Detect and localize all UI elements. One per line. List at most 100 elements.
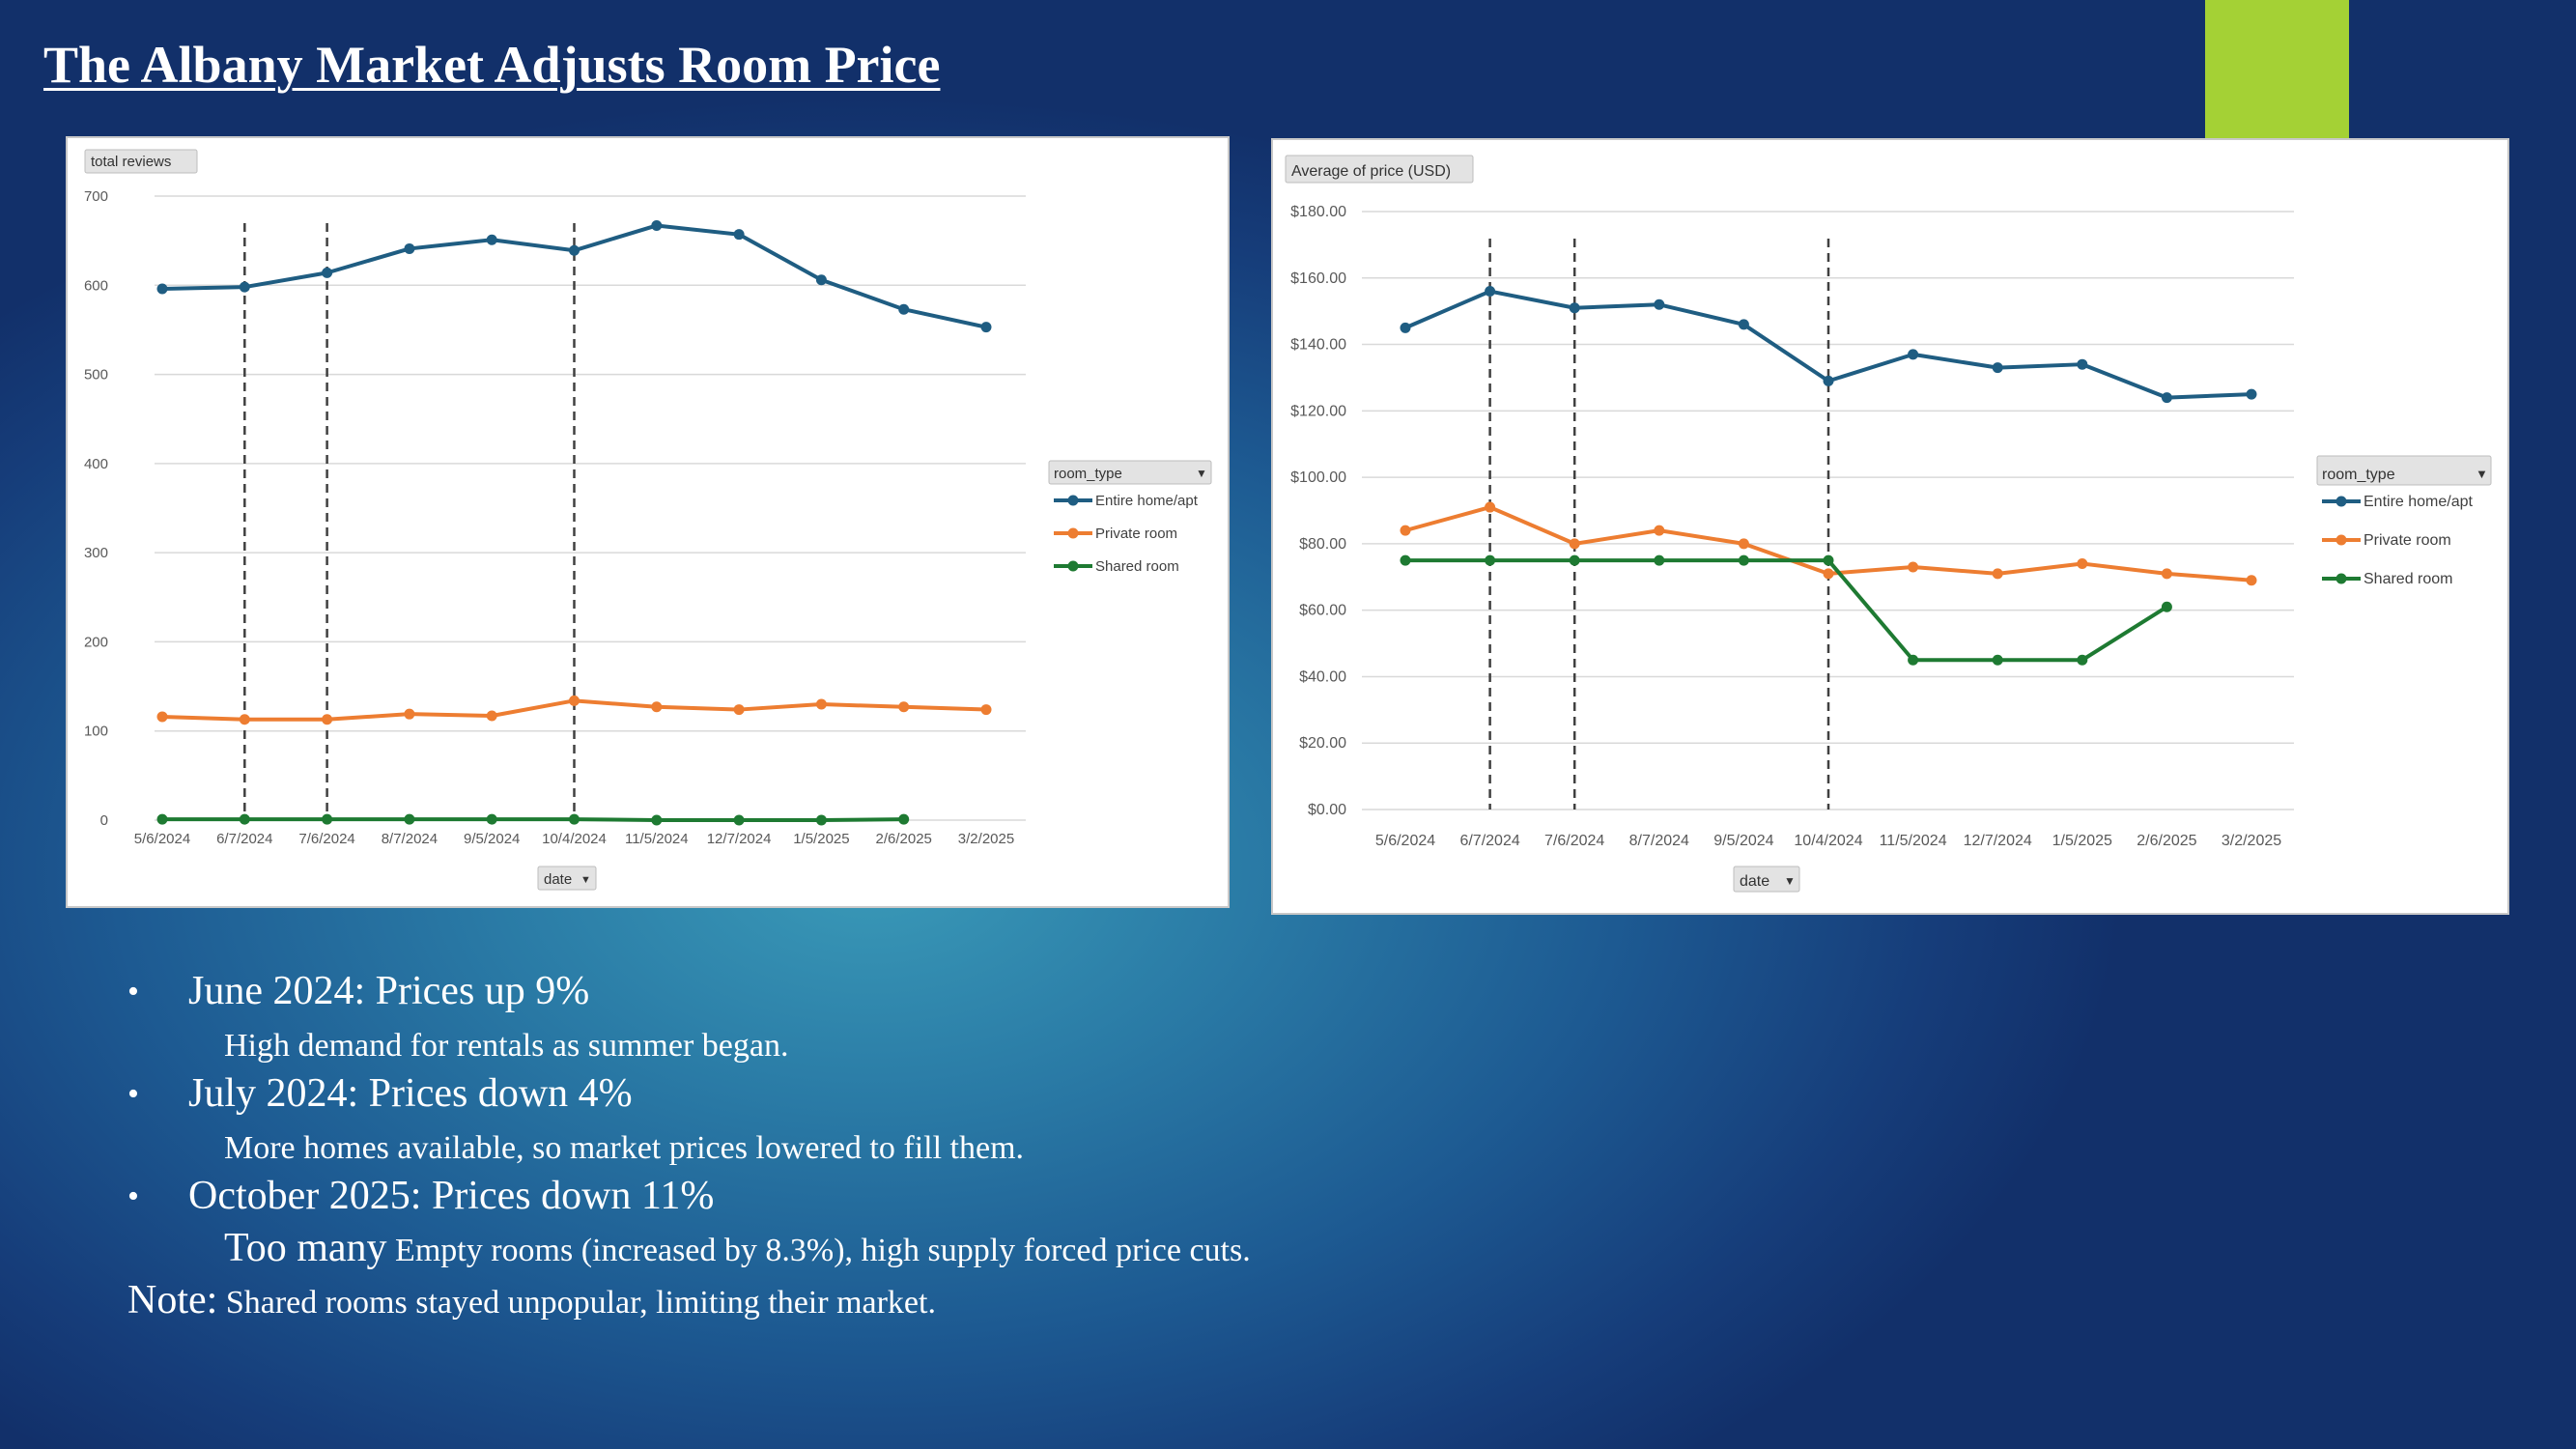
- reviews-line-chart: total reviews 0 100 200 300 400 500 600 700 5/6/2…: [84, 149, 1212, 891]
- x-field-button: [537, 866, 597, 891]
- reviews-chart-panel: total reviews 0 100 200 300 400 500 600 700 5/6/2…: [66, 136, 1230, 908]
- bullet-marker: •: [127, 974, 139, 1009]
- x-tick-label: 9/5/2024: [1713, 833, 1773, 849]
- x-tick-label: 5/6/2024: [134, 831, 190, 847]
- data-point: [2246, 575, 2257, 586]
- x-tick-label: 11/5/2024: [625, 831, 689, 847]
- x-field-button: [1733, 866, 1800, 893]
- data-point: [815, 698, 827, 710]
- legend-marker: [1067, 527, 1079, 539]
- data-point: [156, 813, 168, 825]
- legend-title: room_type: [2322, 467, 2395, 483]
- accent-bar: [2205, 0, 2349, 138]
- y-axis-label: Average of price (USD): [1291, 163, 1451, 180]
- note: Note: Shared rooms stayed unpopular, lim…: [127, 1277, 936, 1323]
- legend-marker: [2335, 573, 2347, 584]
- y-tick-label: 600: [84, 277, 108, 294]
- y-tick-label: $100.00: [1290, 469, 1346, 486]
- data-point: [486, 710, 497, 722]
- price-chart-panel: Average of price (USD) $0.00 $20.00 $40.00 $…: [1271, 138, 2509, 915]
- finding-2-detail: More homes available, so market prices l…: [224, 1130, 1025, 1166]
- note-label: Note:: [127, 1278, 218, 1322]
- data-point: [1908, 561, 1919, 573]
- y-tick-label: $180.00: [1290, 204, 1346, 220]
- data-point: [322, 714, 333, 725]
- y-tick-label: $160.00: [1290, 270, 1346, 287]
- x-tick-label: 12/7/2024: [1964, 833, 2032, 849]
- x-tick-label: 8/7/2024: [382, 831, 438, 847]
- x-tick-label: 1/5/2025: [793, 831, 849, 847]
- x-tick-label: 3/2/2025: [958, 831, 1014, 847]
- data-point: [1823, 554, 1834, 566]
- data-point: [1654, 298, 1665, 310]
- x-tick-label: 1/5/2025: [2052, 833, 2112, 849]
- legend-field-button: [2316, 455, 2492, 486]
- data-point: [1654, 554, 1665, 566]
- data-point: [1738, 538, 1749, 550]
- data-point: [486, 234, 497, 245]
- data-point: [1569, 554, 1580, 566]
- data-point: [815, 814, 827, 826]
- data-point: [1400, 554, 1411, 566]
- x-tick-label: 2/6/2025: [876, 831, 932, 847]
- data-point: [1400, 525, 1411, 536]
- finding-3-heading: October 2025: Prices down 11%: [188, 1174, 715, 1218]
- data-point: [2246, 388, 2257, 400]
- x-tick-label: 10/4/2024: [542, 831, 607, 847]
- data-point: [733, 814, 745, 826]
- data-point: [2077, 358, 2088, 370]
- data-point: [404, 813, 415, 825]
- data-point: [1485, 501, 1496, 513]
- y-tick-label: 400: [84, 456, 108, 472]
- dropdown-arrow-icon: ▼: [580, 874, 591, 886]
- y-tick-label: $140.00: [1290, 337, 1346, 354]
- data-point: [1992, 654, 2003, 666]
- series-line-2: [1405, 558, 2168, 663]
- data-point: [1569, 538, 1580, 550]
- y-tick-label: 300: [84, 545, 108, 561]
- data-point: [980, 704, 992, 716]
- data-point: [569, 695, 580, 706]
- slide-title: The Albany Market Adjusts Room Price: [43, 36, 941, 94]
- data-point: [156, 711, 168, 723]
- y-field-button: [84, 149, 198, 174]
- x-axis-label: date: [544, 871, 572, 888]
- data-point: [569, 244, 580, 256]
- finding-1-detail: High demand for rentals as summer began.: [224, 1028, 789, 1064]
- legend-marker: [1067, 560, 1079, 572]
- dropdown-arrow-icon: ▼: [2476, 467, 2488, 481]
- data-point: [239, 813, 250, 825]
- bullet-marker: •: [127, 1179, 139, 1214]
- finding-2-heading: July 2024: Prices down 4%: [188, 1071, 633, 1116]
- finding-3-detail-text: Empty rooms (increased by 8.3%), high su…: [386, 1233, 1251, 1268]
- y-tick-label: 100: [84, 724, 108, 740]
- data-point: [1908, 349, 1919, 360]
- data-point: [1823, 568, 1834, 580]
- data-point: [898, 813, 910, 825]
- data-point: [1992, 568, 2003, 580]
- legend-entry: Shared room: [2364, 571, 2453, 587]
- data-point: [2161, 392, 2172, 404]
- y-tick-label: 500: [84, 367, 108, 384]
- series-line-2: [162, 817, 904, 822]
- data-point: [980, 322, 992, 333]
- data-point: [733, 704, 745, 716]
- data-point: [1992, 362, 2003, 374]
- data-point: [1908, 654, 1919, 666]
- data-point: [1569, 302, 1580, 314]
- data-point: [404, 242, 415, 254]
- data-point: [1738, 319, 1749, 330]
- legend-entry: Private room: [2364, 532, 2451, 549]
- data-point: [898, 303, 910, 315]
- legend-entry: Shared room: [1095, 558, 1179, 575]
- x-tick-label: 10/4/2024: [1794, 833, 1862, 849]
- y-tick-label: $40.00: [1299, 668, 1346, 685]
- legend-entry: Private room: [1095, 526, 1177, 542]
- finding-3-detail-lead: Too many: [224, 1226, 387, 1270]
- y-tick-label: $20.00: [1299, 735, 1346, 752]
- y-tick-label: 0: [100, 812, 108, 829]
- x-tick-label: 6/7/2024: [1459, 833, 1519, 849]
- dropdown-arrow-icon: ▼: [1784, 874, 1796, 888]
- data-point: [1654, 525, 1665, 536]
- price-line-chart: Average of price (USD) $0.00 $20.00 $40.00 $…: [1285, 155, 2492, 893]
